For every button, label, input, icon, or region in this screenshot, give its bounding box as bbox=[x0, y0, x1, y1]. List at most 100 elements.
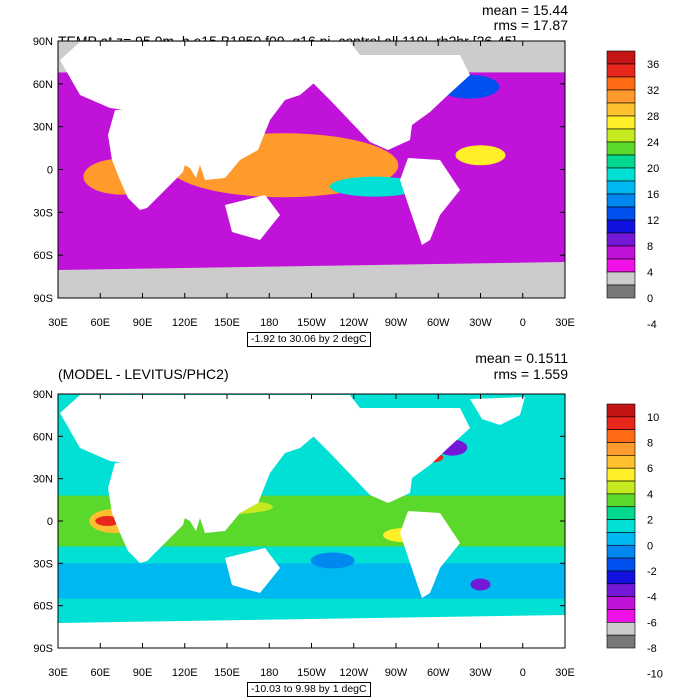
colorbar-swatch bbox=[606, 416, 636, 430]
colorbar-label: 8 bbox=[647, 241, 653, 253]
mean-stat: mean = 15.44 bbox=[481, 2, 568, 18]
y-tick-label: 0 bbox=[47, 516, 53, 528]
y-tick-label: 90S bbox=[33, 293, 53, 305]
namerica-land bbox=[310, 408, 470, 503]
namerica-land bbox=[310, 55, 470, 150]
x-tick-label: 60E bbox=[90, 667, 110, 679]
y-tick-label: 60N bbox=[33, 79, 53, 91]
land-mask bbox=[58, 395, 565, 648]
y-tick-label: 90N bbox=[33, 36, 53, 48]
samerica-land bbox=[400, 158, 460, 245]
temperature-map: 30E 60E 90E 120E 150E 180 150W 120W 90W 60W 30W 0 30… bbox=[33, 36, 659, 331]
greenland-land bbox=[470, 397, 525, 425]
map-area bbox=[58, 41, 565, 298]
colorbar-label: 16 bbox=[647, 189, 659, 201]
atlantic-warm-pool bbox=[455, 145, 506, 166]
colorbar-label: 12 bbox=[647, 215, 659, 227]
pacific-cold-tongue bbox=[329, 176, 420, 197]
antarctica-land bbox=[58, 262, 565, 298]
y-tick-label: 30S bbox=[33, 207, 53, 219]
colorbar-swatch bbox=[606, 271, 636, 286]
colorbar-swatch bbox=[606, 284, 636, 299]
y-tick-label: 30S bbox=[33, 558, 53, 570]
colorbar-label: 24 bbox=[647, 137, 659, 149]
colorbar-label: -10 bbox=[647, 669, 663, 681]
eurasia-land bbox=[60, 395, 360, 533]
colorbar-swatch bbox=[606, 622, 636, 636]
colorbar-swatch bbox=[606, 76, 636, 91]
x-tick-label: 150W bbox=[297, 317, 326, 329]
x-tick-label: 30E bbox=[555, 667, 575, 679]
x-tick-label: 30E bbox=[48, 667, 68, 679]
y-tick-label: 90S bbox=[33, 643, 53, 655]
colorbar-swatch bbox=[606, 532, 636, 546]
colorbar-label: 36 bbox=[647, 59, 659, 71]
x-tick-label: 30W bbox=[469, 317, 492, 329]
colorbar-swatch bbox=[606, 206, 636, 221]
x-tick-label: 150E bbox=[214, 667, 240, 679]
colorbar-swatch bbox=[606, 442, 636, 456]
colorbar-label: 28 bbox=[647, 111, 659, 123]
colorbar-label: 4 bbox=[647, 267, 653, 279]
colorbar-label: 10 bbox=[647, 412, 659, 424]
difference-anomaly bbox=[95, 516, 120, 526]
x-tick-label: 180 bbox=[260, 667, 278, 679]
colorbar-swatch bbox=[606, 128, 636, 143]
x-tick-label: 0 bbox=[520, 317, 526, 329]
y-tick-label: 0 bbox=[47, 165, 53, 177]
colorbar-swatch bbox=[606, 89, 636, 104]
colorbar-swatch bbox=[606, 102, 636, 117]
samerica-land bbox=[400, 511, 460, 598]
colorbar-swatch bbox=[606, 219, 636, 234]
arabia-land bbox=[135, 150, 183, 176]
x-tick-label: 30E bbox=[48, 317, 68, 329]
difference-anomaly bbox=[310, 552, 355, 569]
colorbar-label: 32 bbox=[647, 85, 659, 97]
antarctica-land bbox=[58, 615, 565, 648]
colorbar-label: -4 bbox=[647, 319, 657, 331]
contour-range-note: -10.03 to 9.98 by 1 degC bbox=[247, 682, 371, 697]
x-tick-label: 150W bbox=[297, 667, 326, 679]
colorbar-swatch bbox=[606, 455, 636, 469]
colorbar-swatch bbox=[606, 570, 636, 585]
x-tick-label: 120E bbox=[172, 317, 198, 329]
x-tick-label: 120W bbox=[339, 317, 368, 329]
australia-land bbox=[225, 195, 280, 240]
x-tick-label: 60E bbox=[90, 317, 110, 329]
bottom-panel: (MODEL - LEVITUS/PHC2) mean = 0.1511 rms… bbox=[0, 350, 700, 700]
panel-title: (MODEL - LEVITUS/PHC2) bbox=[58, 366, 229, 382]
y-tick-label: 30N bbox=[33, 474, 53, 486]
difference-anomaly bbox=[470, 578, 491, 591]
x-tick-label: 0 bbox=[520, 667, 526, 679]
y-tick-label: 60N bbox=[33, 431, 53, 443]
x-tick-label: 30E bbox=[555, 317, 575, 329]
x-tick-label: 180 bbox=[260, 317, 278, 329]
colorbar-label: -6 bbox=[647, 617, 657, 629]
x-tick-label: 60W bbox=[427, 667, 450, 679]
arabia-land bbox=[135, 503, 183, 529]
colorbar-label: -4 bbox=[647, 592, 657, 604]
colorbar-swatch bbox=[606, 193, 636, 208]
x-tick-label: 90W bbox=[385, 667, 408, 679]
colorbar-swatch bbox=[606, 245, 636, 260]
x-tick-label: 150E bbox=[214, 317, 240, 329]
x-tick-label: 90E bbox=[133, 317, 153, 329]
greenland-land bbox=[470, 44, 525, 72]
colorbar-swatch bbox=[606, 596, 636, 610]
top-panel: TEMP at z= 95.0m, b.e15.B1850.f09_g16.pi… bbox=[33, 2, 659, 347]
colorbar-swatch bbox=[606, 167, 636, 182]
colorbar-swatch bbox=[606, 583, 636, 597]
colorbar-swatch bbox=[606, 467, 636, 482]
difference-band bbox=[58, 563, 565, 599]
y-tick-label: 90N bbox=[33, 389, 53, 401]
y-tick-label: 60S bbox=[33, 250, 53, 262]
rms-stat: rms = 17.87 bbox=[493, 17, 568, 33]
mean-stat: mean = 0.1511 bbox=[475, 350, 568, 366]
colorbar-swatch bbox=[606, 429, 636, 443]
colorbar-swatch bbox=[606, 258, 636, 273]
colorbar-label: 8 bbox=[647, 438, 653, 450]
colorbar-label: 0 bbox=[647, 540, 653, 552]
rms-stat: rms = 1.559 bbox=[493, 366, 568, 382]
x-tick-label: 30W bbox=[469, 667, 492, 679]
x-tick-label: 90E bbox=[133, 667, 153, 679]
